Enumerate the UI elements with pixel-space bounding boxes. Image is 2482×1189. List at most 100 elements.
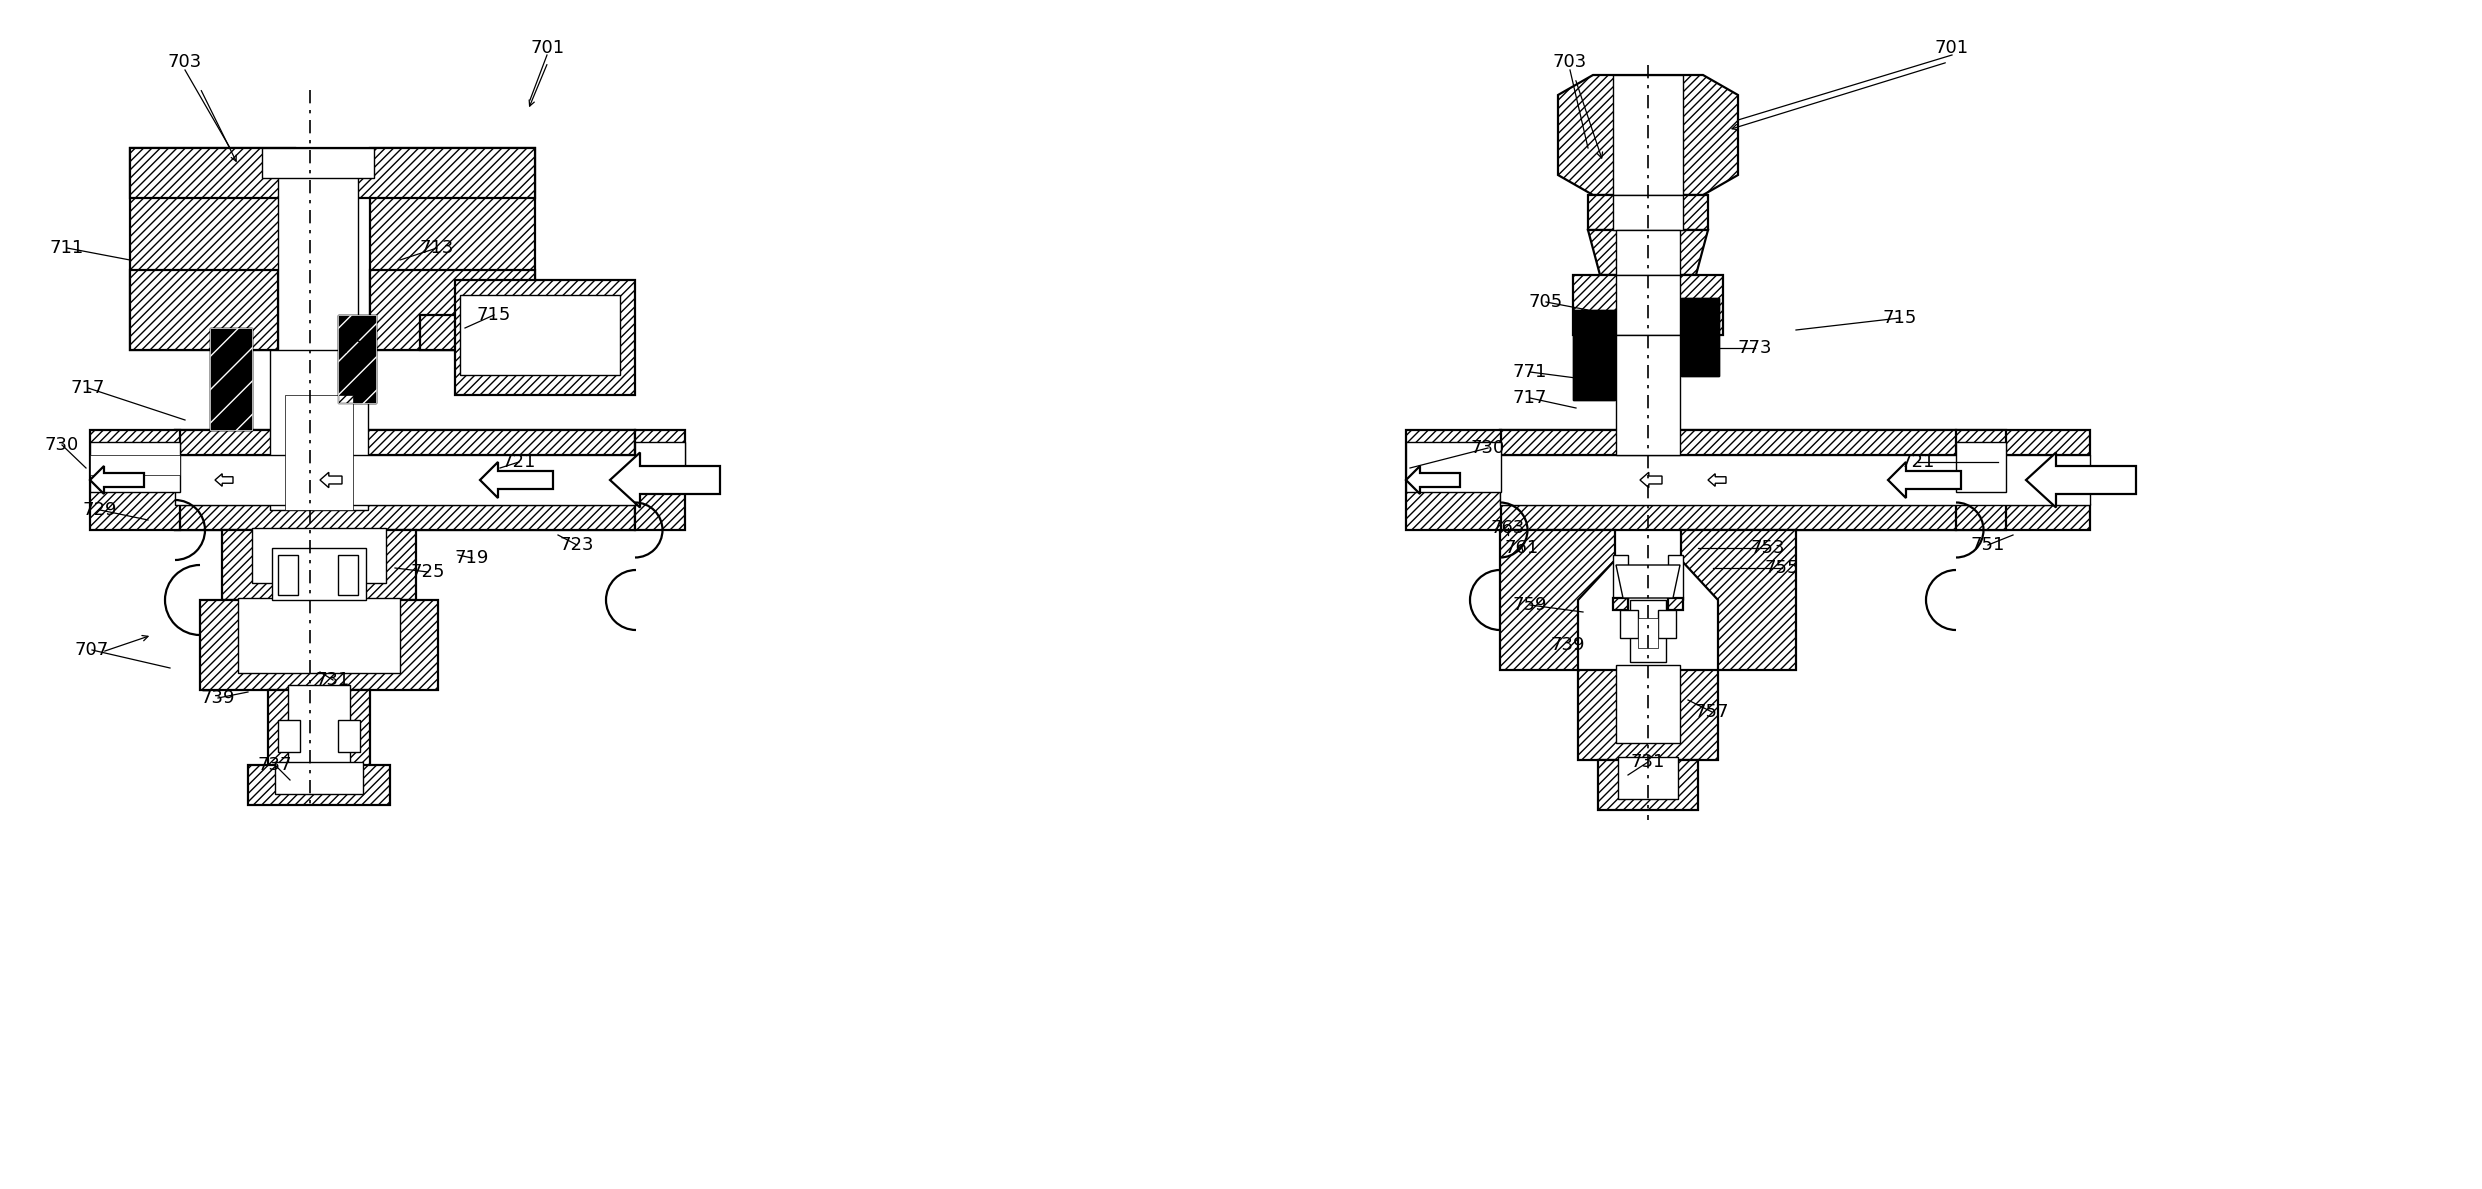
Bar: [221, 530, 417, 600]
Bar: [1499, 430, 1616, 530]
Text: 711: 711: [50, 239, 84, 257]
Bar: [338, 315, 375, 403]
Bar: [238, 598, 400, 673]
Bar: [1574, 310, 1616, 400]
Text: 717: 717: [1514, 389, 1546, 407]
Polygon shape: [1616, 565, 1680, 598]
Bar: [1668, 555, 1683, 600]
Bar: [1668, 598, 1683, 610]
Text: 739: 739: [201, 688, 236, 707]
Bar: [1618, 757, 1678, 799]
Bar: [1631, 600, 1665, 662]
Text: 725: 725: [410, 564, 444, 581]
Bar: [1499, 455, 2090, 505]
Bar: [454, 279, 635, 395]
Bar: [1956, 442, 2005, 492]
Bar: [338, 315, 375, 403]
Text: 757: 757: [1695, 703, 1730, 721]
Bar: [276, 762, 362, 794]
Bar: [1658, 610, 1675, 638]
Bar: [338, 555, 357, 594]
Bar: [1598, 760, 1698, 810]
Bar: [459, 295, 620, 375]
Text: 703: 703: [169, 54, 201, 71]
Text: 731: 731: [1631, 753, 1665, 770]
Text: 763: 763: [1492, 520, 1524, 537]
Bar: [89, 430, 181, 530]
Polygon shape: [611, 453, 720, 508]
Text: 721: 721: [501, 453, 536, 471]
Bar: [89, 442, 181, 492]
Bar: [635, 442, 685, 492]
Bar: [1638, 618, 1658, 648]
Bar: [1613, 195, 1683, 229]
Polygon shape: [1405, 466, 1459, 493]
Text: 755: 755: [1765, 559, 1799, 577]
Text: 739: 739: [1551, 636, 1586, 654]
Bar: [370, 270, 536, 350]
Text: 705: 705: [1529, 292, 1564, 312]
Bar: [1613, 555, 1628, 600]
Bar: [248, 765, 390, 805]
Bar: [253, 528, 387, 583]
Bar: [367, 430, 635, 530]
Bar: [1613, 75, 1683, 195]
Bar: [1499, 505, 2090, 530]
Bar: [278, 147, 357, 358]
Bar: [129, 147, 536, 199]
Bar: [129, 147, 295, 350]
Text: 723: 723: [561, 536, 593, 554]
Polygon shape: [1641, 472, 1663, 487]
Polygon shape: [2025, 453, 2137, 508]
Text: 731: 731: [315, 671, 350, 688]
Polygon shape: [320, 472, 343, 487]
Polygon shape: [1680, 530, 1797, 669]
Bar: [419, 315, 484, 350]
Polygon shape: [479, 463, 553, 498]
Bar: [1680, 298, 1720, 376]
Bar: [176, 430, 271, 530]
Polygon shape: [1559, 75, 1737, 195]
Text: 707: 707: [74, 641, 109, 659]
Text: 737: 737: [258, 756, 293, 774]
Text: 701: 701: [531, 39, 566, 57]
Bar: [1680, 430, 1956, 530]
Bar: [211, 328, 253, 430]
Bar: [1616, 275, 1680, 335]
Text: 703: 703: [1554, 54, 1586, 71]
Text: 730: 730: [1472, 439, 1504, 457]
Bar: [211, 328, 253, 430]
Polygon shape: [1889, 463, 1961, 498]
Bar: [176, 505, 635, 530]
Polygon shape: [1499, 530, 1616, 669]
Polygon shape: [89, 466, 144, 493]
Bar: [1574, 310, 1616, 400]
Bar: [1499, 430, 2090, 455]
Text: 751: 751: [1971, 536, 2005, 554]
Polygon shape: [216, 473, 233, 486]
Bar: [1616, 665, 1680, 743]
Text: 771: 771: [1514, 363, 1546, 380]
Text: 753: 753: [1750, 539, 1785, 556]
Bar: [271, 350, 367, 510]
Bar: [278, 555, 298, 594]
Text: 729: 729: [82, 501, 117, 520]
Bar: [1588, 195, 1708, 229]
Text: 773: 773: [1737, 339, 1772, 357]
Bar: [263, 147, 375, 178]
Text: 717: 717: [72, 379, 104, 397]
Bar: [1616, 229, 1680, 275]
Bar: [288, 685, 350, 763]
Bar: [285, 395, 352, 510]
Bar: [129, 270, 278, 350]
Text: 721: 721: [1901, 453, 1936, 471]
Text: 701: 701: [1936, 39, 1968, 57]
Text: 713: 713: [419, 239, 454, 257]
Text: 719: 719: [454, 549, 489, 567]
Bar: [1405, 430, 1502, 530]
Polygon shape: [1588, 229, 1708, 275]
Bar: [273, 548, 365, 600]
Text: 759: 759: [1512, 596, 1546, 614]
Bar: [268, 690, 370, 780]
Text: 715: 715: [1884, 309, 1916, 327]
